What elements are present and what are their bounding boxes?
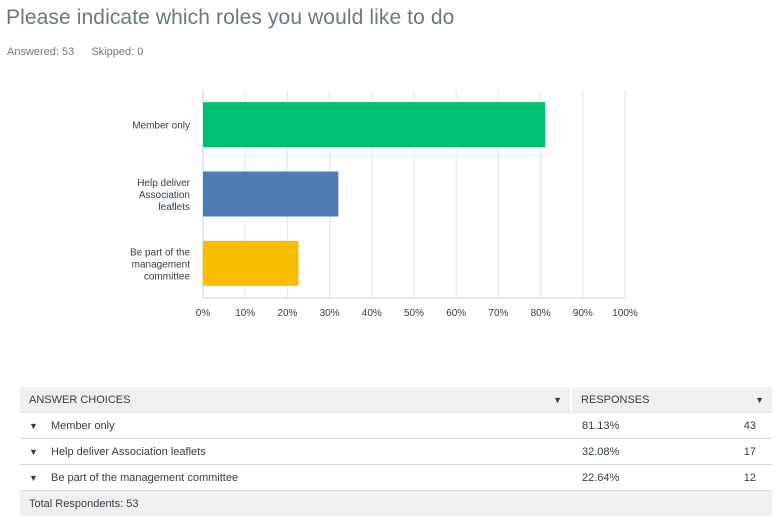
x-axis-ticks: 0% 10% 20% 30% 40% 50% 60% 70% 80% 90% 100% xyxy=(196,308,638,319)
sort-caret-icon[interactable]: ▼ xyxy=(553,395,562,405)
table-row[interactable]: ▼ Member only 81.13% 43 xyxy=(20,412,772,439)
x-tick-label: 80% xyxy=(531,308,551,319)
x-tick-label: 0% xyxy=(196,308,211,319)
choice-cell: ▼ Help deliver Association leaflets xyxy=(20,438,571,465)
choice-label: Member only xyxy=(51,419,115,432)
chart-bars xyxy=(203,102,546,286)
percent-cell: 81.13% xyxy=(571,412,712,439)
table-row[interactable]: ▼ Help deliver Association leaflets 32.08… xyxy=(20,438,772,465)
page-title: Please indicate which roles you would li… xyxy=(6,6,455,29)
x-tick-label: 50% xyxy=(404,308,424,319)
responses-header-label: RESPONSES xyxy=(581,393,650,406)
choice-label: Be part of the management committee xyxy=(51,471,239,484)
answer-choices-header-label: ANSWER CHOICES xyxy=(29,393,131,406)
x-tick-label: 60% xyxy=(446,308,466,319)
percent-cell: 22.64% xyxy=(571,464,712,491)
x-tick-label: 100% xyxy=(612,308,638,319)
x-tick-label: 30% xyxy=(320,308,340,319)
total-row: Total Respondents: 53 xyxy=(20,490,772,516)
bar xyxy=(203,102,546,148)
answered-count: Answered: 53 xyxy=(7,46,75,58)
count-cell: 12 xyxy=(712,464,772,491)
choice-cell: ▼ Be part of the management committee xyxy=(20,464,571,491)
expand-caret-icon[interactable]: ▼ xyxy=(29,420,38,431)
x-tick-label: 10% xyxy=(235,308,255,319)
x-tick-label: 70% xyxy=(488,308,508,319)
bar xyxy=(203,240,299,286)
total-respondents: Total Respondents: 53 xyxy=(20,490,772,516)
x-tick-label: 40% xyxy=(362,308,382,319)
x-tick-label: 90% xyxy=(573,308,593,319)
expand-caret-icon[interactable]: ▼ xyxy=(29,472,38,483)
table-row[interactable]: ▼ Be part of the management committee 22.… xyxy=(20,464,772,491)
percent-cell: 32.08% xyxy=(571,438,712,465)
responses-table: ANSWER CHOICES ▼ RESPONSES ▼ ▼ Member onl… xyxy=(20,387,772,516)
count-cell: 43 xyxy=(712,412,772,439)
table-header-row: ANSWER CHOICES ▼ RESPONSES ▼ xyxy=(20,387,772,413)
choice-label: Help deliver Association leaflets xyxy=(51,445,206,458)
category-label: Help deliver Association leaflets xyxy=(137,178,190,213)
bar xyxy=(203,171,339,217)
expand-caret-icon[interactable]: ▼ xyxy=(29,446,38,457)
choice-cell: ▼ Member only xyxy=(20,412,571,439)
answer-choices-header[interactable]: ANSWER CHOICES ▼ xyxy=(20,387,571,413)
category-labels: Member only Help deliver Association leafle… xyxy=(130,121,191,283)
response-summary: Answered: 53 Skipped: 0 xyxy=(7,46,157,58)
count-cell: 17 xyxy=(712,438,772,465)
responses-header[interactable]: RESPONSES ▼ xyxy=(570,387,772,413)
category-label: Member only xyxy=(132,121,190,132)
x-tick-label: 20% xyxy=(277,308,297,319)
skipped-count: Skipped: 0 xyxy=(91,46,144,58)
category-label: Be part of the management committee xyxy=(130,247,190,282)
sort-caret-icon[interactable]: ▼ xyxy=(755,395,764,405)
bar-chart: Member only Help deliver Association leafle… xyxy=(130,90,638,319)
